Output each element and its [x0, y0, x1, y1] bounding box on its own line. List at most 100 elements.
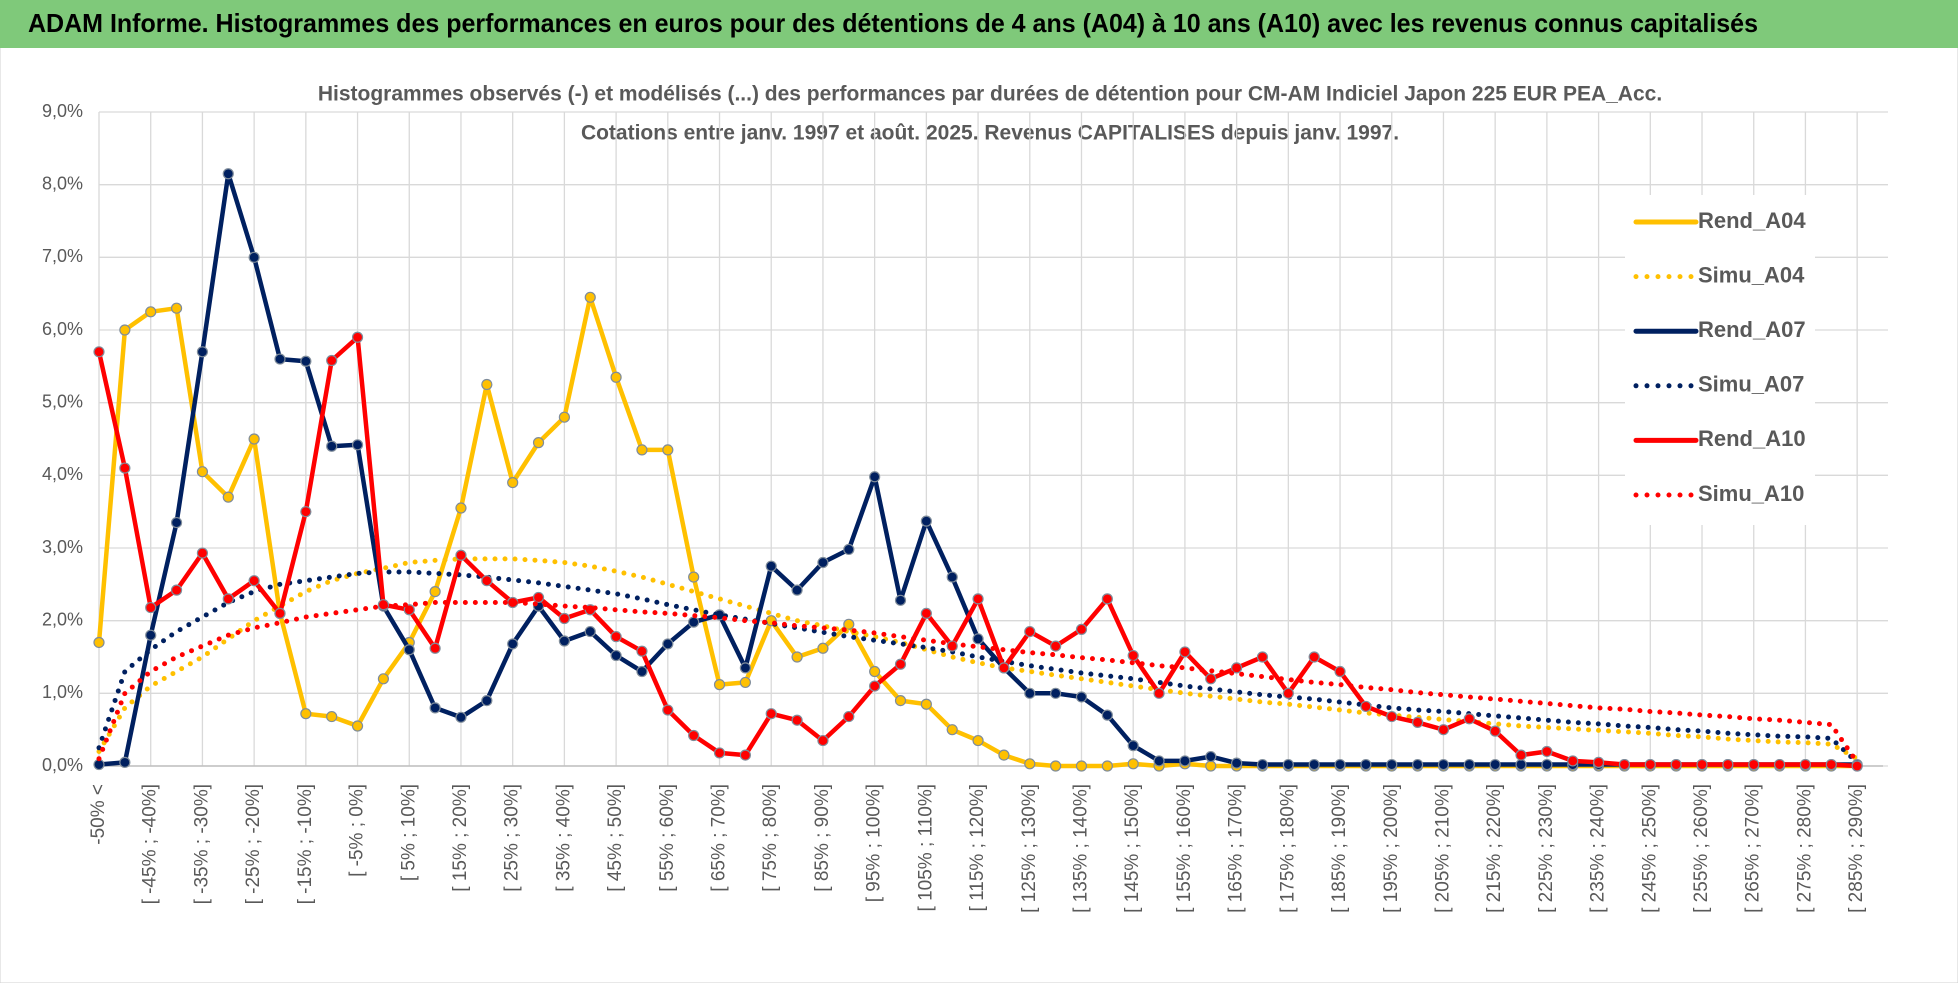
x-tick-label: [ 255% ; 260%] — [1691, 784, 1712, 913]
data-point — [1101, 593, 1113, 605]
data-point — [791, 584, 803, 596]
x-tick-label: [ 205% ; 210%] — [1432, 784, 1453, 913]
data-point — [377, 673, 390, 685]
data-point — [662, 704, 674, 716]
data-point — [1644, 758, 1656, 771]
data-point — [1773, 758, 1786, 771]
data-point — [351, 439, 364, 451]
header-bar — [0, 0, 1958, 48]
data-point — [145, 306, 157, 318]
x-tick-label: [ -35% ; -30%] — [191, 784, 212, 904]
legend-label: Rend_A07 — [1698, 317, 1806, 342]
data-point — [274, 607, 286, 620]
data-point — [791, 714, 803, 726]
x-tick-label: -50% < — [88, 784, 109, 845]
data-point — [1489, 725, 1501, 737]
data-point — [765, 708, 777, 720]
legend-label: Rend_A10 — [1698, 426, 1806, 451]
data-point — [558, 411, 570, 423]
data-point — [662, 638, 674, 650]
data-point — [998, 662, 1010, 674]
data-point — [481, 694, 493, 707]
data-point — [1670, 758, 1682, 771]
data-point — [1075, 760, 1088, 772]
series — [93, 331, 1863, 772]
y-tick-label: 9,0% — [42, 101, 83, 121]
data-point — [429, 585, 441, 598]
y-tick-label: 8,0% — [42, 173, 83, 193]
x-tick-label: [ 145% ; 150%] — [1122, 784, 1143, 913]
y-tick-label: 1,0% — [42, 682, 83, 702]
x-tick-label: [ -45% ; -40%] — [140, 784, 161, 904]
legend-label: Simu_A07 — [1698, 372, 1804, 397]
data-point — [532, 591, 545, 604]
data-point — [1075, 623, 1088, 635]
legend-label: Simu_A10 — [1698, 481, 1804, 506]
data-point — [1360, 700, 1372, 713]
data-point — [1515, 758, 1527, 771]
data-point — [946, 571, 958, 583]
data-point — [532, 437, 545, 449]
data-point — [843, 618, 855, 630]
data-point — [1153, 755, 1165, 767]
data-point — [739, 676, 751, 689]
data-point — [196, 346, 209, 358]
data-point — [1592, 756, 1605, 768]
x-tick-label: [ 165% ; 170%] — [1226, 784, 1247, 913]
y-tick-label: 4,0% — [42, 464, 83, 484]
data-point — [1050, 760, 1062, 772]
data-point — [1799, 758, 1812, 771]
x-tick-label: [ 135% ; 140%] — [1071, 784, 1092, 913]
data-point — [403, 644, 415, 656]
data-point — [894, 694, 907, 707]
data-point — [1101, 709, 1113, 721]
data-point — [1567, 755, 1579, 767]
x-tick-label: [ 25% ; 30%] — [502, 784, 523, 892]
data-point — [920, 698, 932, 710]
data-point — [1101, 760, 1113, 772]
data-point — [998, 749, 1010, 761]
data-point — [93, 346, 105, 358]
data-point — [1463, 758, 1475, 771]
data-point — [1127, 758, 1139, 770]
data-point — [739, 749, 751, 761]
data-point — [119, 462, 131, 474]
data-point — [429, 702, 441, 714]
data-point — [558, 612, 570, 625]
data-point — [1179, 755, 1191, 767]
data-point — [1334, 665, 1346, 678]
x-tick-label: [ 225% ; 230%] — [1536, 784, 1557, 913]
y-tick-label: 7,0% — [42, 246, 83, 266]
data-point — [351, 331, 364, 343]
data-point — [1127, 740, 1139, 752]
data-point — [248, 251, 260, 263]
data-point — [636, 645, 648, 657]
data-point — [713, 679, 726, 691]
data-point — [558, 635, 570, 647]
data-point — [1050, 687, 1062, 699]
data-point — [1075, 691, 1088, 703]
data-point — [972, 734, 984, 747]
data-point — [274, 353, 286, 365]
data-point — [1696, 758, 1708, 771]
data-point — [636, 665, 648, 678]
data-point — [170, 584, 183, 596]
x-tick-label: [ 285% ; 290%] — [1846, 784, 1867, 913]
data-point — [1308, 758, 1320, 771]
data-point — [326, 354, 338, 367]
data-point — [817, 556, 829, 569]
data-point — [429, 642, 441, 654]
legend-label: Rend_A04 — [1698, 208, 1806, 233]
data-point — [1205, 760, 1217, 772]
x-tick-label: [ 115% ; 120%] — [967, 784, 988, 911]
data-point — [196, 466, 209, 478]
data-point — [843, 710, 855, 723]
x-tick-label: [ 275% ; 280%] — [1794, 784, 1815, 913]
data-point — [170, 516, 183, 529]
data-point — [93, 636, 105, 649]
data-point — [1282, 758, 1294, 771]
data-point — [1463, 713, 1475, 725]
x-tick-label: [ 155% ; 160%] — [1174, 784, 1195, 913]
chart-title: Histogrammes observés (-) et modélisés (… — [318, 83, 1662, 106]
